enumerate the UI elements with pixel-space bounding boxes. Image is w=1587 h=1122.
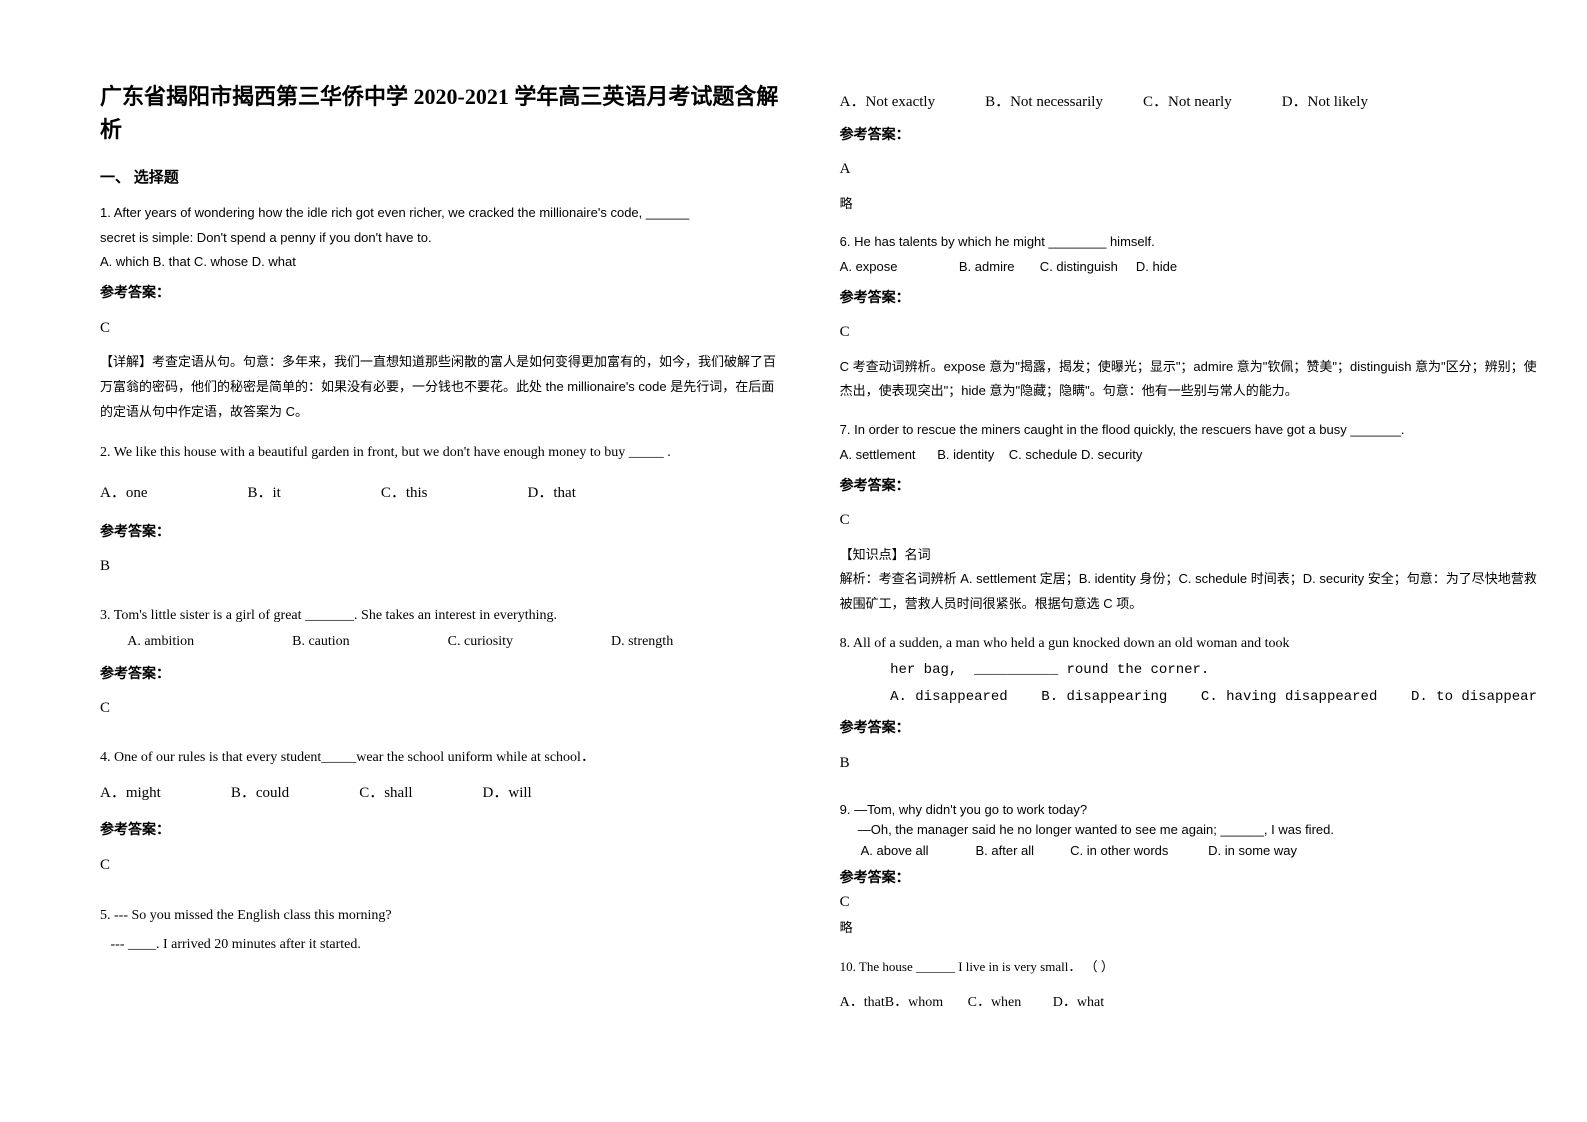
question-9: 9. —Tom, why didn't you go to work today… <box>840 800 1537 941</box>
q4-optD: D．will <box>483 779 532 808</box>
q6-answer: C <box>840 318 1537 347</box>
q9-line2: —Oh, the manager said he no longer wante… <box>840 820 1537 841</box>
q2-optD: D．that <box>528 479 576 508</box>
q5-line2: --- ____. I arrived 20 minutes after it … <box>100 932 780 959</box>
question-1: 1. After years of wondering how the idle… <box>100 201 780 424</box>
q3-answer-label: 参考答案： <box>100 660 780 687</box>
q4-options: A．might B．could C．shall D．will <box>100 779 780 808</box>
q5-answer: A <box>840 155 1537 184</box>
question-5-cont: A．Not exactly B．Not necessarily C．Not ne… <box>840 80 1537 216</box>
q1-answer: C <box>100 314 780 343</box>
q2-options: A．one B．it C．this D．that <box>100 479 780 508</box>
question-4: 4. One of our rules is that every studen… <box>100 745 780 887</box>
q5-answer-label: 参考答案： <box>840 121 1537 148</box>
q5-optB: B．Not necessarily <box>985 88 1103 117</box>
q6-options: A. expose B. admire C. distinguish D. hi… <box>840 255 1537 280</box>
question-6: 6. He has talents by which he might ____… <box>840 230 1537 404</box>
q4-optC: C．shall <box>359 779 412 808</box>
q9-answer-label: 参考答案： <box>840 866 1537 888</box>
q1-line1: 1. After years of wondering how the idle… <box>100 201 780 226</box>
q3-answer: C <box>100 694 780 723</box>
q8-line2: her bag, __________ round the corner. <box>840 657 1537 684</box>
q5-optD: D．Not likely <box>1282 88 1368 117</box>
q7-answer-label: 参考答案： <box>840 472 1537 499</box>
q4-optA: A．might <box>100 779 161 808</box>
q5-note: 略 <box>840 192 1537 217</box>
q6-text: 6. He has talents by which he might ____… <box>840 230 1537 255</box>
question-5-start: 5. --- So you missed the English class t… <box>100 901 780 958</box>
q2-optC: C．this <box>381 479 428 508</box>
q7-text: 7. In order to rescue the miners caught … <box>840 418 1537 443</box>
q5-optA: A．Not exactly <box>840 88 935 117</box>
question-2: 2. We like this house with a beautiful g… <box>100 438 780 588</box>
q7-explain: 解析：考查名词辨析 A. settlement 定居；B. identity 身… <box>840 567 1537 616</box>
q7-answer: C <box>840 506 1537 535</box>
q10-options: A．thatB．whom C．when D．what <box>840 990 1537 1017</box>
q8-answer: B <box>840 749 1537 778</box>
q1-answer-label: 参考答案： <box>100 279 780 306</box>
q5-options: A．Not exactly B．Not necessarily C．Not ne… <box>840 88 1537 117</box>
question-8: 8. All of a sudden, a man who held a gun… <box>840 631 1537 786</box>
q2-answer: B <box>100 552 780 581</box>
q10-text: 10. The house ______ I live in is very s… <box>840 955 1537 980</box>
q5-line1: 5. --- So you missed the English class t… <box>100 901 780 932</box>
q7-knowledge: 【知识点】名词 <box>840 543 1537 568</box>
q1-line2: secret is simple: Don't spend a penny if… <box>100 226 780 251</box>
q2-optB: B．it <box>248 479 281 508</box>
q8-line1: 8. All of a sudden, a man who held a gun… <box>840 631 1537 658</box>
q9-note: 略 <box>840 916 1537 941</box>
q4-optB: B．could <box>231 779 289 808</box>
question-3: 3. Tom's little sister is a girl of grea… <box>100 603 780 731</box>
right-column: A．Not exactly B．Not necessarily C．Not ne… <box>840 80 1537 1082</box>
q4-answer: C <box>100 851 780 880</box>
q2-answer-label: 参考答案： <box>100 518 780 545</box>
q9-options: A. above all B. after all C. in other wo… <box>840 841 1537 862</box>
q5-optC: C．Not nearly <box>1143 88 1232 117</box>
left-column: 广东省揭阳市揭西第三华侨中学 2020-2021 学年高三英语月考试题含解析 一… <box>100 80 780 1082</box>
q1-explain: 【详解】考查定语从句。句意：多年来，我们一直想知道那些闲散的富人是如何变得更加富… <box>100 350 780 424</box>
q9-line1: 9. —Tom, why didn't you go to work today… <box>840 800 1537 821</box>
q8-answer-label: 参考答案： <box>840 714 1537 741</box>
q2-optA: A．one <box>100 479 148 508</box>
q6-answer-label: 参考答案： <box>840 284 1537 311</box>
question-10: 10. The house ______ I live in is very s… <box>840 955 1537 1016</box>
q8-options: A. disappeared B. disappearing C. having… <box>840 684 1537 711</box>
q2-text: 2. We like this house with a beautiful g… <box>100 438 780 469</box>
q4-answer-label: 参考答案： <box>100 816 780 843</box>
q7-options: A. settlement B. identity C. schedule D.… <box>840 443 1537 468</box>
q6-explain: C 考查动词辨析。expose 意为"揭露，揭发；使曝光；显示"；admire … <box>840 355 1537 404</box>
q4-text: 4. One of our rules is that every studen… <box>100 745 780 772</box>
q1-options: A. which B. that C. whose D. what <box>100 250 780 275</box>
q3-text: 3. Tom's little sister is a girl of grea… <box>100 603 780 630</box>
q3-options: A. ambition B. caution C. curiosity D. s… <box>100 629 780 656</box>
page-title: 广东省揭阳市揭西第三华侨中学 2020-2021 学年高三英语月考试题含解析 <box>100 80 780 146</box>
question-7: 7. In order to rescue the miners caught … <box>840 418 1537 617</box>
section-header: 一、 选择题 <box>100 166 780 187</box>
q9-answer: C <box>840 890 1537 914</box>
